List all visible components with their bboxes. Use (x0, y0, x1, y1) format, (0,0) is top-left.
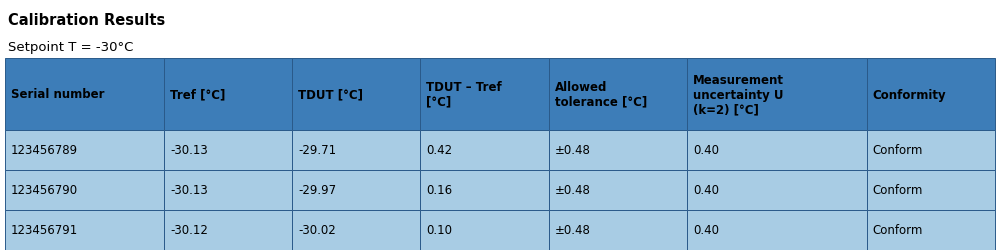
Text: 0.42: 0.42 (426, 144, 453, 157)
Text: Conform: Conform (873, 144, 923, 157)
Text: ±0.48: ±0.48 (555, 184, 591, 197)
Text: 123456789: 123456789 (11, 144, 78, 157)
Bar (164, 210, 292, 250)
Bar (687, 59, 867, 130)
Bar (867, 210, 995, 250)
Text: -30.13: -30.13 (170, 144, 208, 157)
Bar (549, 210, 687, 250)
Text: Allowed
tolerance [°C]: Allowed tolerance [°C] (555, 81, 647, 108)
Bar (549, 130, 687, 170)
Bar (292, 130, 420, 170)
Bar (687, 130, 867, 170)
Text: Setpoint T = -30°C: Setpoint T = -30°C (8, 41, 133, 54)
Bar (867, 130, 995, 170)
Text: -30.12: -30.12 (170, 224, 208, 236)
Text: -29.71: -29.71 (298, 144, 336, 157)
Text: 0.40: 0.40 (693, 144, 719, 157)
Bar (164, 130, 292, 170)
Bar (5, 59, 164, 130)
Bar (292, 170, 420, 210)
Text: -29.97: -29.97 (298, 184, 336, 197)
Bar (5, 130, 164, 170)
Text: Serial number: Serial number (11, 88, 104, 101)
Bar (687, 170, 867, 210)
Bar (292, 59, 420, 130)
Bar (549, 170, 687, 210)
Text: Conform: Conform (873, 224, 923, 236)
Bar (420, 170, 549, 210)
Text: Conform: Conform (873, 184, 923, 197)
Text: Tref [°C]: Tref [°C] (170, 88, 225, 101)
Bar (420, 130, 549, 170)
Bar (164, 170, 292, 210)
Bar (687, 210, 867, 250)
Text: 0.10: 0.10 (426, 224, 452, 236)
Bar (867, 59, 995, 130)
Text: Calibration Results: Calibration Results (8, 13, 165, 28)
Text: Measurement
uncertainty U
(k=2) [°C]: Measurement uncertainty U (k=2) [°C] (693, 74, 784, 116)
Bar (164, 59, 292, 130)
Text: 123456790: 123456790 (11, 184, 78, 197)
Text: -30.13: -30.13 (170, 184, 208, 197)
Bar (420, 59, 549, 130)
Text: ±0.48: ±0.48 (555, 144, 591, 157)
Bar (420, 210, 549, 250)
Text: TDUT [°C]: TDUT [°C] (298, 88, 363, 101)
Text: 0.40: 0.40 (693, 184, 719, 197)
Text: TDUT – Tref
[°C]: TDUT – Tref [°C] (426, 81, 502, 108)
Text: ±0.48: ±0.48 (555, 224, 591, 236)
Text: 0.16: 0.16 (426, 184, 453, 197)
Text: -30.02: -30.02 (298, 224, 336, 236)
Bar (549, 59, 687, 130)
Bar (292, 210, 420, 250)
Text: 0.40: 0.40 (693, 224, 719, 236)
Bar (5, 210, 164, 250)
Text: Conformity: Conformity (873, 88, 946, 101)
Bar (5, 170, 164, 210)
Text: 123456791: 123456791 (11, 224, 78, 236)
Bar (867, 170, 995, 210)
